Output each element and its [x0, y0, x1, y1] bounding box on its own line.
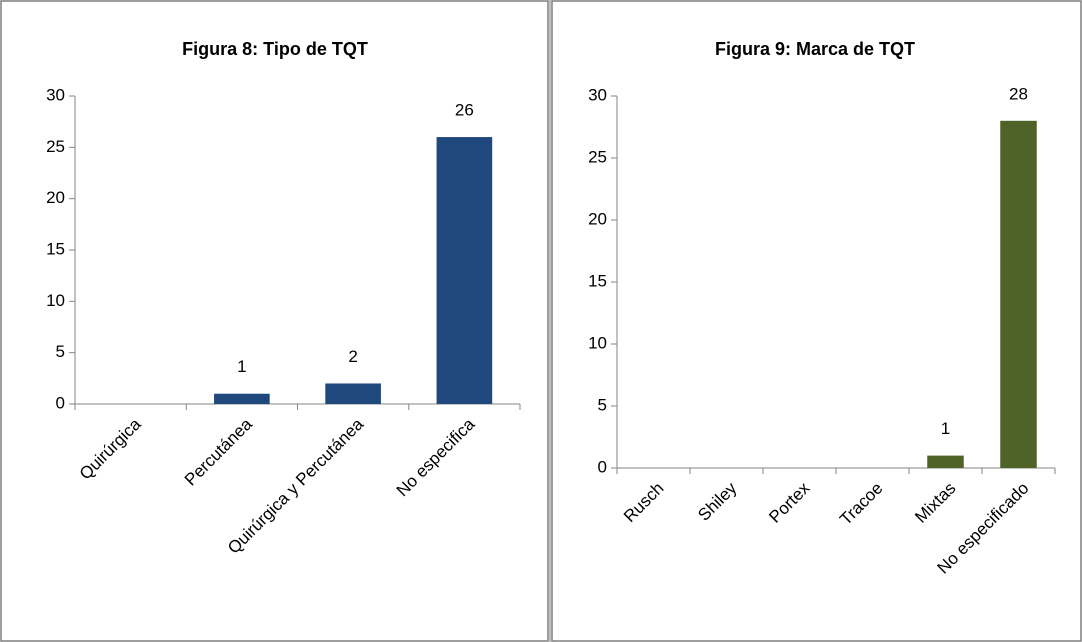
data-label: 1	[941, 419, 950, 438]
x-tick-label: Portex	[765, 478, 814, 527]
y-tick-label: 15	[46, 239, 65, 258]
y-tick-label: 0	[56, 393, 65, 412]
panel-border	[0, 0, 549, 642]
bar	[927, 455, 964, 468]
x-tick-label: Percutánea	[181, 414, 256, 489]
bar	[325, 383, 381, 404]
chart-title: Figura 8: Tipo de TQT	[182, 39, 368, 59]
y-tick-label: 30	[588, 85, 607, 104]
y-tick-label: 5	[56, 342, 65, 361]
bar	[436, 137, 493, 405]
x-tick-label: No especifica	[393, 414, 479, 500]
y-tick-label: 30	[46, 85, 65, 104]
y-tick-label: 15	[588, 271, 607, 290]
chart-title: Figura 9: Marca de TQT	[715, 39, 915, 59]
x-tick-label: Quirúrgica	[76, 414, 145, 483]
data-label: 2	[348, 347, 357, 366]
y-tick-label: 10	[588, 333, 607, 352]
x-tick-label: Rusch	[620, 479, 668, 527]
data-label: 28	[1009, 84, 1028, 103]
data-label: 26	[455, 101, 474, 120]
y-tick-label: 0	[598, 457, 607, 476]
bar	[214, 393, 270, 404]
panel-border	[551, 0, 1082, 642]
data-label: 1	[237, 357, 246, 376]
x-tick-label: Mixtas	[911, 479, 959, 527]
y-tick-label: 25	[588, 147, 607, 166]
y-tick-label: 5	[598, 395, 607, 414]
x-tick-label: Tracoe	[836, 479, 886, 529]
bar	[1000, 120, 1037, 469]
y-tick-label: 20	[588, 209, 607, 228]
y-tick-label: 10	[46, 291, 65, 310]
x-tick-label: Shiley	[694, 478, 741, 525]
y-tick-label: 20	[46, 188, 65, 207]
y-tick-label: 25	[46, 137, 65, 156]
